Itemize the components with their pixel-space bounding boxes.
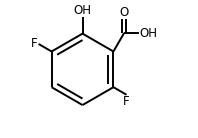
Text: O: O bbox=[119, 6, 129, 19]
Text: F: F bbox=[31, 37, 38, 50]
Text: F: F bbox=[123, 95, 130, 108]
Text: OH: OH bbox=[139, 26, 157, 40]
Text: OH: OH bbox=[73, 4, 91, 17]
